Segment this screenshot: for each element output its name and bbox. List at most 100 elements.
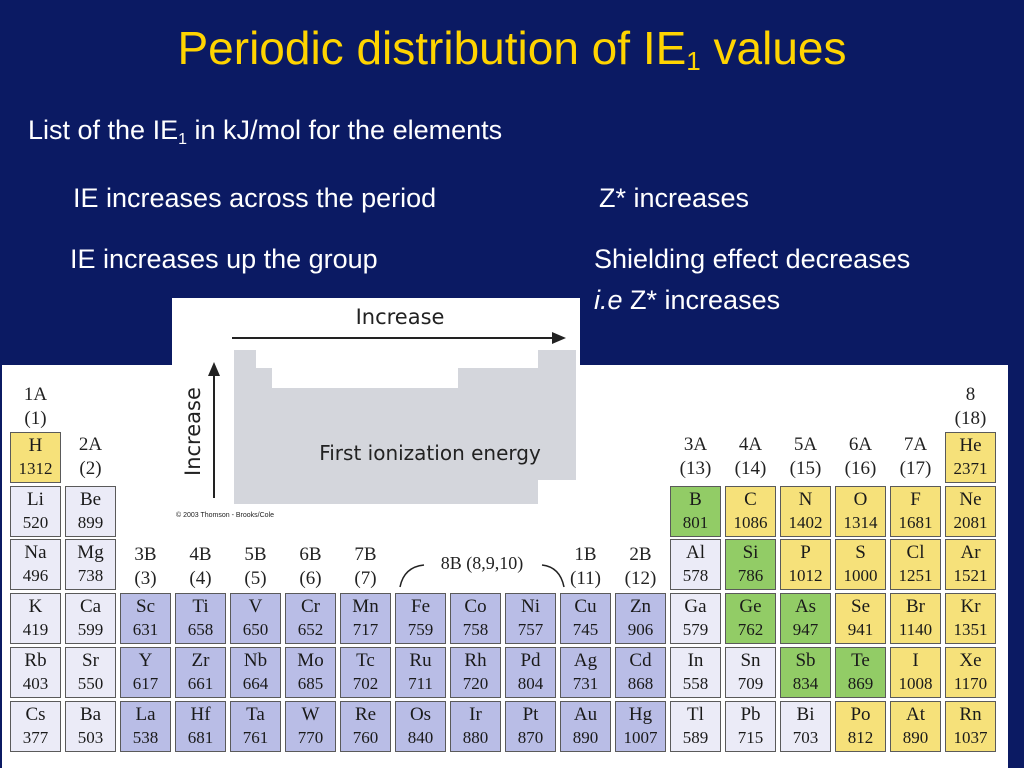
element-cell-br: Br 1140 bbox=[890, 593, 941, 644]
element-ie-value: 1314 bbox=[843, 513, 878, 532]
element-cell-te: Te 869 bbox=[835, 647, 886, 698]
element-ie-value: 578 bbox=[682, 566, 709, 585]
title-subscript: 1 bbox=[686, 46, 701, 76]
element-symbol: O bbox=[853, 489, 868, 510]
element-ie-value: 664 bbox=[242, 674, 269, 693]
copyright-text: © 2003 Thomson - Brooks/Cole bbox=[176, 512, 275, 519]
element-symbol: S bbox=[855, 542, 866, 563]
element-cell-v: V 650 bbox=[230, 593, 281, 644]
element-symbol: Ge bbox=[739, 596, 762, 617]
element-ie-value: 941 bbox=[847, 620, 874, 639]
element-symbol: Ga bbox=[684, 596, 707, 617]
group-header: 2A (2) bbox=[65, 433, 116, 481]
element-symbol: W bbox=[301, 704, 320, 725]
element-ie-value: 1170 bbox=[953, 674, 988, 693]
element-ie-value: 834 bbox=[792, 674, 819, 693]
ie-italic: i.e bbox=[594, 285, 623, 315]
element-symbol: Fe bbox=[411, 596, 430, 617]
element-ie-value: 538 bbox=[132, 728, 159, 747]
element-cell-ni: Ni 757 bbox=[505, 593, 556, 644]
element-symbol: La bbox=[135, 704, 156, 725]
element-ie-value: 762 bbox=[737, 620, 764, 639]
element-ie-value: 770 bbox=[297, 728, 324, 747]
element-ie-value: 685 bbox=[297, 674, 324, 693]
element-cell-rh: Rh 720 bbox=[450, 647, 501, 698]
element-symbol: H bbox=[28, 435, 43, 456]
ionization-shape bbox=[234, 350, 576, 504]
element-cell-s: S 1000 bbox=[835, 539, 886, 590]
group-number: (12) bbox=[624, 568, 657, 589]
element-ie-value: 880 bbox=[462, 728, 489, 747]
element-ie-value: 579 bbox=[682, 620, 709, 639]
element-ie-value: 786 bbox=[737, 566, 764, 585]
element-cell-cs: Cs 377 bbox=[10, 701, 61, 752]
element-cell-o: O 1314 bbox=[835, 486, 886, 537]
group-label: 1A bbox=[23, 384, 48, 405]
element-cell-mn: Mn 717 bbox=[340, 593, 391, 644]
group-number: (3) bbox=[134, 568, 157, 589]
element-cell-al: Al 578 bbox=[670, 539, 721, 590]
group-label: 8 bbox=[965, 384, 976, 405]
group-header: 2B (12) bbox=[615, 543, 666, 591]
group-label: 6B bbox=[299, 544, 322, 565]
vertical-arrowhead-icon bbox=[208, 362, 220, 376]
element-symbol: Ne bbox=[959, 489, 982, 510]
trend-diagram: Increase Increase First ionization energ… bbox=[181, 305, 576, 504]
element-cell-po: Po 812 bbox=[835, 701, 886, 752]
element-ie-value: 840 bbox=[407, 728, 434, 747]
element-symbol: Se bbox=[851, 596, 870, 617]
element-cell-c: C 1086 bbox=[725, 486, 776, 537]
list-caption-suffix: in kJ/mol for the elements bbox=[187, 115, 503, 145]
element-ie-value: 720 bbox=[462, 674, 489, 693]
element-symbol: Pd bbox=[520, 650, 541, 671]
group-label: 3B bbox=[134, 544, 157, 565]
element-ie-value: 738 bbox=[77, 566, 104, 585]
shielding-text: Shielding effect decreases bbox=[594, 244, 911, 274]
element-ie-value: 758 bbox=[462, 620, 489, 639]
group-header: 3B (3) bbox=[120, 543, 171, 591]
element-ie-value: 868 bbox=[627, 674, 654, 693]
group-header: 5A (15) bbox=[780, 433, 831, 481]
element-ie-value: 711 bbox=[408, 674, 433, 693]
element-cell-ge: Ge 762 bbox=[725, 593, 776, 644]
element-ie-value: 2371 bbox=[953, 459, 988, 478]
element-cell-tc: Tc 702 bbox=[340, 647, 391, 698]
element-symbol: P bbox=[800, 542, 811, 563]
group-number: (6) bbox=[299, 568, 322, 589]
element-symbol: Ag bbox=[573, 650, 598, 671]
element-symbol: Y bbox=[138, 650, 153, 671]
element-symbol: Cl bbox=[906, 542, 925, 563]
element-cell-ir: Ir 880 bbox=[450, 701, 501, 752]
element-symbol: Sr bbox=[82, 650, 99, 671]
element-symbol: Cs bbox=[25, 704, 46, 725]
element-cell-si: Si 786 bbox=[725, 539, 776, 590]
element-symbol: Ru bbox=[409, 650, 432, 671]
element-ie-value: 496 bbox=[22, 566, 49, 585]
element-ie-value: 1086 bbox=[733, 513, 768, 532]
element-symbol: Re bbox=[354, 704, 377, 725]
element-symbol: Mg bbox=[77, 542, 104, 563]
element-cell-ne: Ne 2081 bbox=[945, 486, 996, 537]
element-ie-value: 558 bbox=[682, 674, 709, 693]
list-caption-subscript: 1 bbox=[178, 131, 187, 148]
element-symbol: Cu bbox=[574, 596, 597, 617]
bracket-left-curve bbox=[399, 564, 425, 588]
element-cell-w: W 770 bbox=[285, 701, 336, 752]
element-cell-ca: Ca 599 bbox=[65, 593, 116, 644]
element-cell-sn: Sn 709 bbox=[725, 647, 776, 698]
element-cell-rn: Rn 1037 bbox=[945, 701, 996, 752]
element-cell-cu: Cu 745 bbox=[560, 593, 611, 644]
element-symbol: Nb bbox=[243, 650, 268, 671]
element-cell-ba: Ba 503 bbox=[65, 701, 116, 752]
element-ie-value: 1402 bbox=[788, 513, 823, 532]
title-text: Periodic distribution of IE bbox=[177, 22, 687, 74]
group-number: (4) bbox=[189, 568, 212, 589]
element-ie-value: 681 bbox=[187, 728, 214, 747]
element-symbol: Ti bbox=[192, 596, 209, 617]
title-suffix: values bbox=[700, 22, 847, 74]
group-header: 6A (16) bbox=[835, 433, 886, 481]
element-cell-zr: Zr 661 bbox=[175, 647, 226, 698]
element-cell-in: In 558 bbox=[670, 647, 721, 698]
element-ie-value: 869 bbox=[847, 674, 874, 693]
group-number: (7) bbox=[354, 568, 377, 589]
